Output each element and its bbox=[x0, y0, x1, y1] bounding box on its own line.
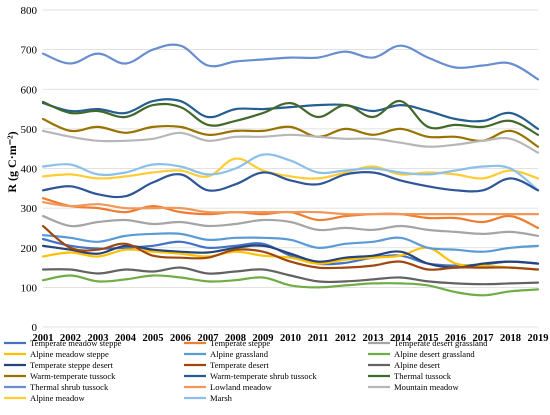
series-line-13 bbox=[41, 201, 540, 216]
x-tick-label: 2016 bbox=[445, 333, 466, 344]
series-lines bbox=[41, 43, 540, 297]
y-axis-title: R (g C·m⁻²) bbox=[5, 131, 19, 192]
x-tick-label: 2009 bbox=[253, 333, 274, 344]
series-line-10 bbox=[41, 98, 540, 130]
legend-label: Temperate steppe desert bbox=[30, 360, 114, 370]
x-tick-label: 2017 bbox=[473, 333, 494, 344]
y-tick-label: 0 bbox=[32, 322, 38, 334]
series-line-17 bbox=[41, 170, 540, 199]
x-tick-label: 2001 bbox=[33, 333, 54, 344]
legend-label: Marsh bbox=[210, 393, 233, 403]
series-line-7 bbox=[41, 224, 540, 271]
series-line-2 bbox=[41, 215, 540, 237]
x-tick-label: 2019 bbox=[528, 333, 549, 344]
x-tick-label: 2006 bbox=[170, 333, 191, 344]
x-tick-label: 2014 bbox=[390, 333, 412, 344]
x-tick-label: 2005 bbox=[143, 333, 164, 344]
series-line-9 bbox=[41, 117, 540, 148]
x-tick-label: 2015 bbox=[418, 333, 439, 344]
x-tick-label: 2003 bbox=[88, 333, 109, 344]
x-tick-label: 2010 bbox=[280, 333, 301, 344]
x-tick-labels: 2001 2002 2003 2004 2005 2006 2007 2008 2009 2010… bbox=[33, 333, 549, 344]
y-tick-label: 500 bbox=[21, 124, 38, 136]
x-tick-label: 2004 bbox=[115, 333, 137, 344]
y-tick-label: 200 bbox=[21, 243, 38, 255]
x-tick-label: 2007 bbox=[198, 333, 219, 344]
legend-label: Thermal tussock bbox=[394, 371, 452, 381]
legend-label: Mountain meadow bbox=[394, 382, 459, 392]
series-line-0 bbox=[41, 237, 540, 267]
y-tick-label: 100 bbox=[21, 282, 38, 294]
y-tick-label: 600 bbox=[21, 84, 38, 96]
series-line-4 bbox=[41, 232, 540, 253]
legend-label: Alpine grassland bbox=[210, 349, 269, 359]
x-tick-label: 2018 bbox=[500, 333, 521, 344]
legend-label: Temperate desert bbox=[210, 360, 269, 370]
legend-label: Warm-temperate tussock bbox=[30, 371, 116, 381]
legend-label: Alpine meadow steppe bbox=[30, 349, 109, 359]
series-line-11 bbox=[41, 99, 540, 136]
x-tick-label: 2013 bbox=[363, 333, 384, 344]
legend-label: Alpine desert bbox=[394, 360, 441, 370]
x-tick-label: 2008 bbox=[225, 333, 246, 344]
x-tick-label: 2012 bbox=[335, 333, 356, 344]
series-line-16 bbox=[41, 153, 540, 192]
x-tick-label: 2002 bbox=[60, 333, 81, 344]
legend: Temperate meadow steppe Temperate steppe T… bbox=[4, 338, 488, 403]
legend-label: Lowland meadow bbox=[210, 382, 273, 392]
y-tick-labels: 0 100 200 300 400 500 600 700 800 bbox=[21, 5, 38, 334]
series-line-14 bbox=[41, 129, 540, 154]
x-tick-label: 2011 bbox=[308, 333, 328, 344]
legend-label: Warm-temperate shrub tussock bbox=[210, 371, 317, 381]
legend-label: Thermal shrub tussock bbox=[30, 382, 109, 392]
y-tick-label: 700 bbox=[21, 45, 38, 57]
y-tick-label: 400 bbox=[21, 164, 38, 176]
y-tick-label: 800 bbox=[21, 5, 38, 17]
series-line-5 bbox=[41, 274, 540, 297]
y-tick-label: 300 bbox=[21, 203, 38, 215]
legend-label: Temperate desert grassland bbox=[394, 338, 488, 348]
legend-label: Temperate steppe bbox=[210, 338, 270, 348]
series-line-3 bbox=[41, 246, 540, 271]
series-line-12 bbox=[41, 43, 540, 81]
series-line-15 bbox=[41, 157, 540, 180]
legend-label: Alpine meadow bbox=[30, 393, 85, 403]
series-line-8 bbox=[41, 266, 540, 286]
legend-label: Alpine desert grassland bbox=[394, 349, 475, 359]
legend-label: Temperate meadow steppe bbox=[30, 338, 122, 348]
